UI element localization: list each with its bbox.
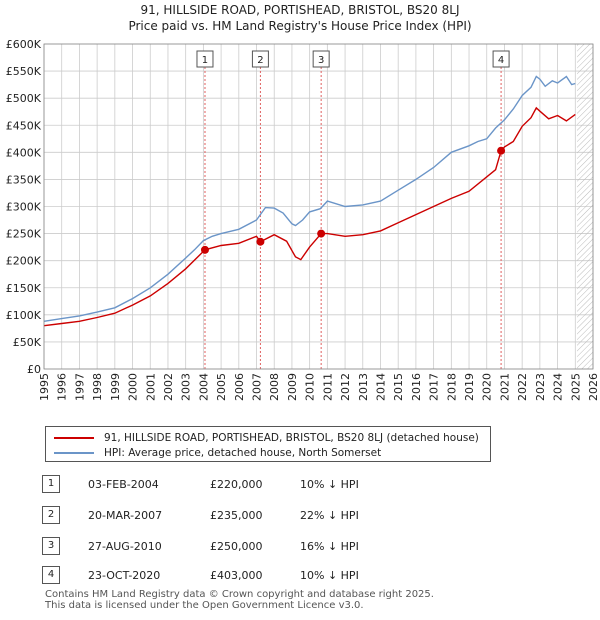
transaction-price: £403,000 — [210, 569, 263, 582]
x-tick-label: 2013 — [357, 373, 370, 401]
transaction-hpi: 22% ↓ HPI — [300, 509, 359, 522]
x-tick-label: 2025 — [569, 373, 582, 401]
x-tick-label: 2023 — [534, 373, 547, 401]
transaction-price: £235,000 — [210, 509, 263, 522]
transaction-price: £220,000 — [210, 478, 263, 491]
y-tick-label: £350K — [6, 173, 42, 186]
x-tick-label: 2011 — [321, 373, 334, 401]
x-tick-label: 1997 — [73, 373, 86, 401]
sale-marker-box — [196, 50, 214, 68]
chart-title-line1: 91, HILLSIDE ROAD, PORTISHEAD, BRISTOL, … — [140, 3, 460, 17]
sale-marker-box — [492, 50, 510, 68]
footer-line1: Contains HM Land Registry data © Crown c… — [45, 589, 434, 600]
forecast-hatch — [577, 44, 593, 369]
sale-point — [317, 229, 326, 238]
y-tick-label: £550K — [6, 65, 42, 78]
sale-marker-label: 3 — [318, 55, 324, 66]
x-tick-label: 2002 — [162, 373, 175, 401]
sale-marker-label: 4 — [498, 55, 504, 66]
y-tick-label: £100K — [6, 309, 42, 322]
transaction-hpi: 16% ↓ HPI — [300, 540, 359, 553]
transaction-number: 4 — [42, 566, 60, 584]
transaction-hpi: 10% ↓ HPI — [300, 478, 359, 491]
y-tick-label: £0 — [27, 363, 41, 376]
x-tick-label: 2015 — [392, 373, 405, 401]
y-tick-label: £200K — [6, 255, 42, 268]
footer-notice: Contains HM Land Registry data © Crown c… — [45, 589, 434, 611]
transaction-row: 4 23-OCT-2020 £403,000 10% ↓ HPI — [42, 566, 462, 586]
sale-marker-label: 2 — [257, 55, 263, 66]
transaction-row: 3 27-AUG-2010 £250,000 16% ↓ HPI — [42, 537, 462, 557]
legend-property-swatch — [54, 437, 94, 439]
sale-point — [497, 146, 506, 155]
x-tick-label: 2007 — [251, 373, 264, 401]
sale-marker-box — [312, 50, 330, 68]
transaction-price: £250,000 — [210, 540, 263, 553]
x-tick-label: 2026 — [587, 373, 600, 401]
y-tick-label: £250K — [6, 228, 42, 241]
chart-title-line2: Price paid vs. HM Land Registry's House … — [128, 19, 472, 33]
x-tick-label: 2006 — [233, 373, 246, 401]
x-tick-label: 2021 — [498, 373, 511, 401]
plot-frame — [43, 43, 594, 370]
property-line — [43, 106, 576, 327]
x-tick-label: 2010 — [304, 373, 317, 401]
footer-line2: This data is licensed under the Open Gov… — [45, 600, 364, 611]
transaction-number: 2 — [42, 506, 60, 524]
transaction-date: 20-MAR-2007 — [88, 509, 163, 522]
sale-point — [200, 245, 209, 254]
x-tick-label: 1999 — [109, 373, 122, 401]
y-tick-label: £150K — [6, 282, 42, 295]
y-tick-label: £400K — [6, 146, 42, 159]
y-tick-label: £500K — [6, 92, 42, 105]
transaction-date: 23-OCT-2020 — [88, 569, 161, 582]
transaction-row: 2 20-MAR-2007 £235,000 22% ↓ HPI — [42, 506, 462, 526]
transaction-date: 03-FEB-2004 — [88, 478, 159, 491]
legend-hpi-swatch — [54, 452, 94, 454]
legend-property: 91, HILLSIDE ROAD, PORTISHEAD, BRISTOL, … — [54, 430, 479, 446]
legend-hpi-label: HPI: Average price, detached house, Nort… — [104, 447, 382, 459]
y-tick-label: £50K — [13, 336, 42, 349]
transaction-hpi: 10% ↓ HPI — [300, 569, 359, 582]
legend: 91, HILLSIDE ROAD, PORTISHEAD, BRISTOL, … — [45, 426, 491, 462]
x-tick-label: 2020 — [481, 373, 494, 401]
sale-marker-label: 1 — [202, 55, 208, 66]
x-tick-label: 2022 — [516, 373, 529, 401]
x-tick-label: 1998 — [91, 373, 104, 401]
price-chart: 1 2 3 4 £0 £50K £100K £150K £200K £250K £300K £350… — [6, 38, 600, 401]
x-tick-label: 2016 — [410, 373, 423, 401]
x-tick-label: 1996 — [56, 373, 69, 401]
y-tick-label: £600K — [6, 38, 42, 51]
x-tick-label: 2001 — [144, 373, 157, 401]
y-tick-label: £450K — [6, 119, 42, 132]
y-tick-label: £300K — [6, 201, 42, 214]
legend-property-label: 91, HILLSIDE ROAD, PORTISHEAD, BRISTOL, … — [104, 432, 479, 444]
legend-hpi: HPI: Average price, detached house, Nort… — [54, 445, 381, 461]
x-tick-label: 2024 — [552, 373, 565, 401]
x-tick-label: 2019 — [463, 373, 476, 401]
sale-point — [256, 237, 265, 246]
transaction-row: 1 03-FEB-2004 £220,000 10% ↓ HPI — [42, 475, 462, 495]
transaction-number: 1 — [42, 475, 60, 493]
x-tick-label: 2014 — [374, 373, 387, 401]
x-tick-label: 2018 — [445, 373, 458, 401]
x-tick-label: 1995 — [38, 373, 51, 401]
sale-marker-box — [251, 50, 269, 68]
x-tick-label: 2008 — [268, 373, 281, 401]
x-tick-label: 2004 — [197, 373, 210, 401]
x-tick-label: 2003 — [180, 373, 193, 401]
hpi-line — [43, 75, 576, 322]
transaction-number: 3 — [42, 537, 60, 555]
x-tick-label: 2005 — [215, 373, 228, 401]
x-tick-label: 2000 — [127, 373, 140, 401]
x-tick-label: 2009 — [286, 373, 299, 401]
transaction-date: 27-AUG-2010 — [88, 540, 162, 553]
x-tick-label: 2017 — [428, 373, 441, 401]
x-tick-label: 2012 — [339, 373, 352, 401]
